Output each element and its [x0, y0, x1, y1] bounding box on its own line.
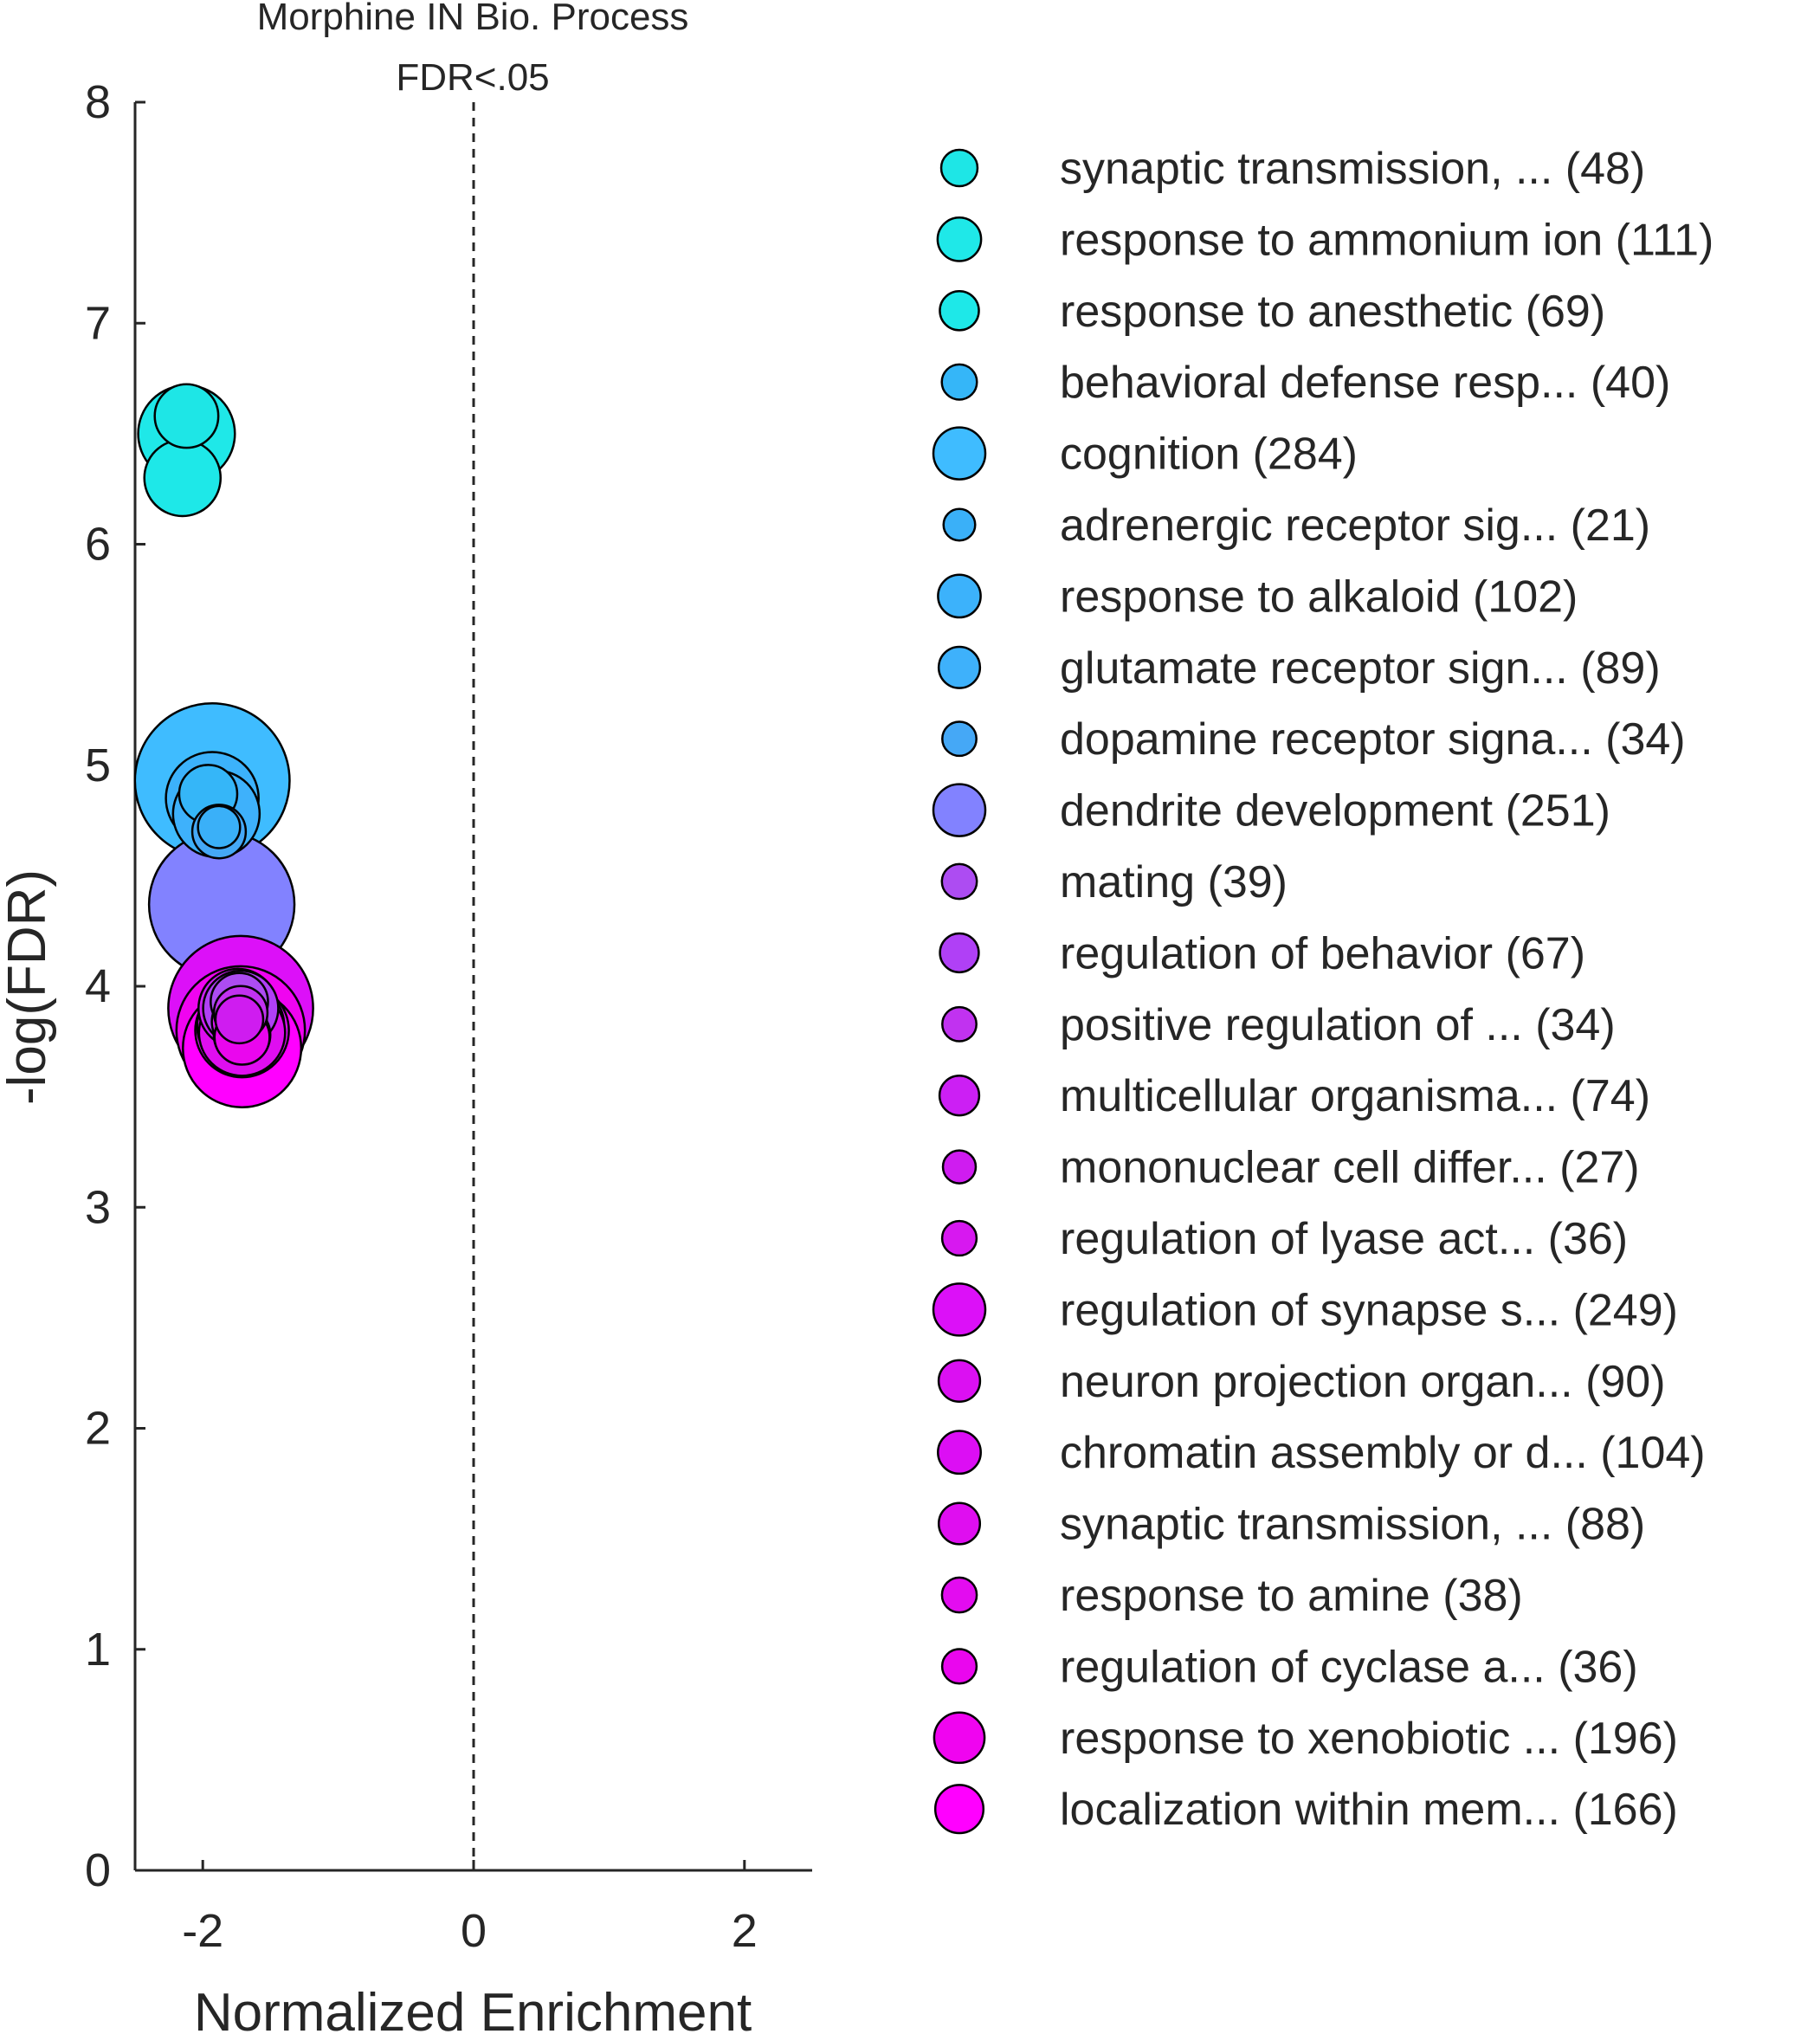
data-point: [214, 994, 265, 1045]
legend-marker: [932, 1282, 987, 1337]
legend-marker: [937, 1359, 982, 1403]
chart-title: Morphine IN Bio. Process: [257, 0, 689, 38]
legend-marker: [941, 1149, 978, 1185]
data-point: [153, 383, 220, 449]
legend-label: chromatin assembly or d... (104): [1060, 1428, 1706, 1478]
legend-label: response to anesthetic (69): [1060, 287, 1605, 337]
x-tick-label: 2: [732, 1905, 758, 1957]
data-point: [143, 438, 223, 518]
legend-marker: [937, 1430, 982, 1475]
legend-label: synaptic transmission, ... (88): [1060, 1500, 1645, 1550]
legend-marker: [939, 148, 979, 188]
legend-label: multicellular organisma... (74): [1060, 1071, 1650, 1121]
y-tick-label: 8: [85, 76, 111, 128]
y-tick-label: 3: [85, 1181, 111, 1233]
y-axis-label: -log(FDR): [0, 869, 57, 1105]
data-point: [197, 804, 242, 849]
legend-label: dopamine receptor signa... (34): [1060, 714, 1686, 765]
legend-label: localization within mem... (166): [1060, 1785, 1678, 1835]
legend-label: behavioral defense resp... (40): [1060, 358, 1670, 408]
legend-marker: [937, 1501, 982, 1546]
legend-marker: [940, 1219, 978, 1257]
legend-label: response to ammonium ion (111): [1060, 215, 1714, 265]
legend-marker: [939, 289, 980, 332]
legend-label: adrenergic receptor sig... (21): [1060, 500, 1650, 551]
legend-label: dendrite development (251): [1060, 786, 1610, 836]
legend-marker: [940, 1576, 978, 1614]
legend-marker: [942, 507, 977, 542]
legend-label: glutamate receptor sign... (89): [1060, 643, 1661, 694]
legend-marker: [941, 1005, 978, 1043]
legend-label: regulation of behavior (67): [1060, 928, 1585, 978]
legend-marker: [940, 1648, 978, 1685]
data-points: [133, 383, 314, 1109]
legend-marker: [939, 932, 980, 974]
legend-label: response to xenobiotic ... (196): [1060, 1714, 1678, 1764]
x-tick-label: 0: [461, 1905, 487, 1957]
x-tick-label: -2: [182, 1905, 223, 1957]
legend-label: regulation of lyase act... (36): [1060, 1214, 1628, 1264]
legend-label: regulation of synapse s... (249): [1060, 1285, 1678, 1335]
x-axis-label: Normalized Enrichment: [194, 1983, 752, 2034]
legend-marker: [932, 426, 987, 481]
legend-marker: [937, 645, 982, 689]
legend-label: cognition (284): [1060, 429, 1358, 480]
y-tick-label: 6: [85, 519, 111, 571]
legend-marker: [941, 720, 978, 758]
legend-label: mononuclear cell differ... (27): [1060, 1143, 1640, 1193]
y-tick-label: 0: [85, 1844, 111, 1896]
legend: synaptic transmission, ... (48) response …: [932, 144, 1714, 1835]
y-tick-label: 5: [85, 739, 111, 791]
y-tick-label: 2: [85, 1403, 111, 1455]
legend-label: neuron projection organ... (90): [1060, 1357, 1666, 1407]
legend-marker: [933, 1711, 986, 1765]
legend-marker: [932, 783, 987, 837]
legend-marker: [933, 1784, 985, 1835]
legend-marker: [936, 216, 983, 262]
legend-label: regulation of cyclase a... (36): [1060, 1642, 1638, 1692]
legend-marker: [940, 363, 978, 401]
legend-label: positive regulation of ... (34): [1060, 1000, 1616, 1050]
y-tick-label: 1: [85, 1624, 111, 1676]
legend-marker: [940, 862, 978, 901]
legend-label: response to alkaloid (102): [1060, 571, 1578, 622]
legend-marker: [937, 573, 982, 619]
legend-label: mating (39): [1060, 857, 1288, 907]
chart-subtitle: FDR<.05: [396, 56, 549, 99]
legend-label: response to amine (38): [1060, 1571, 1523, 1621]
y-tick-label: 4: [85, 960, 111, 1012]
legend-marker: [938, 1075, 981, 1117]
legend-label: synaptic transmission, ... (48): [1060, 144, 1645, 194]
x-ticks: -2 0 2: [182, 1860, 758, 1957]
y-tick-label: 7: [85, 297, 111, 349]
